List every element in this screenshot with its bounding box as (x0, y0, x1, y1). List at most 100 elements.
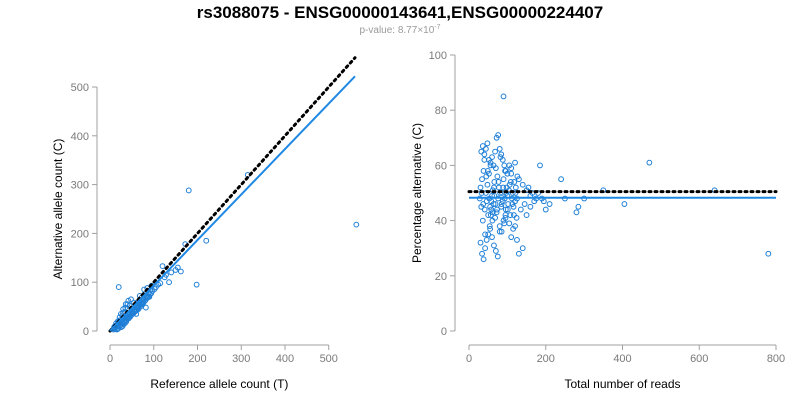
data-point (481, 151, 488, 158)
x-tick-label: 300 (232, 353, 250, 365)
data-point (487, 225, 494, 232)
pvalue-base: 10 (423, 25, 435, 36)
data-point (765, 250, 772, 257)
data-point (489, 234, 495, 241)
data-point (519, 181, 526, 188)
data-point (168, 269, 175, 276)
y-tick-label: 400 (71, 131, 89, 143)
y-tick-label: 200 (71, 228, 89, 240)
data-point (496, 223, 503, 230)
y-tick-label: 0 (441, 326, 447, 338)
x-axis-label: Reference allele count (T) (150, 377, 288, 391)
data-point (512, 184, 519, 191)
data-point (502, 214, 509, 221)
data-point (546, 201, 553, 207)
data-point (203, 237, 210, 244)
y-tick-label: 300 (71, 180, 89, 192)
data-point (646, 159, 653, 166)
data-point (124, 301, 131, 308)
data-point (542, 206, 549, 213)
y-tick-label: 100 (429, 50, 447, 62)
data-point (511, 179, 518, 185)
x-tick-label: 600 (690, 353, 708, 365)
data-point (498, 203, 505, 210)
data-point (499, 156, 506, 163)
data-point (482, 145, 489, 152)
data-point (479, 217, 486, 224)
data-point (506, 181, 513, 188)
data-point (159, 263, 166, 269)
data-point (540, 198, 547, 205)
data-point (502, 212, 509, 218)
y-tick-label: 20 (435, 271, 447, 283)
data-point (502, 206, 509, 213)
data-point (509, 201, 516, 207)
data-point (489, 154, 495, 161)
data-point (482, 231, 489, 238)
data-point (485, 231, 492, 238)
data-point (484, 168, 491, 174)
data-point (489, 217, 496, 224)
data-point (142, 304, 149, 311)
data-point (496, 228, 503, 235)
data-point (490, 162, 497, 169)
data-point (621, 201, 628, 207)
data-point (508, 234, 515, 241)
data-point (492, 248, 499, 254)
data-point (519, 245, 526, 252)
y-axis-label: Alternative allele count (C) (51, 139, 65, 280)
data-point (494, 173, 501, 180)
data-point (480, 168, 487, 174)
data-point (500, 184, 507, 191)
y-axis-label: Percentage alternative (C) (410, 123, 424, 263)
data-point (487, 203, 494, 210)
data-point (482, 245, 489, 252)
data-point (500, 93, 507, 100)
data-point (505, 201, 512, 207)
reference-line (108, 56, 357, 333)
scatter-plot-right: 0 200 400 600 800 0 20 40 60 80 100 Total number of… (410, 50, 785, 391)
x-tick-label: 400 (276, 353, 294, 365)
data-point (517, 206, 524, 213)
y-tick-label: 80 (435, 105, 447, 117)
data-point (480, 256, 487, 263)
data-point (115, 284, 122, 290)
data-point (527, 203, 534, 210)
pvalue-times: × (417, 25, 423, 36)
data-point (485, 212, 492, 218)
data-point (515, 250, 522, 257)
data-point (128, 296, 134, 303)
x-tick-label: 400 (613, 353, 631, 365)
x-tick-label: 0 (107, 353, 113, 365)
data-point (498, 151, 505, 158)
data-point (477, 239, 484, 246)
scatter-plot-left: 0 100 200 300 400 500 0 100 200 300 400 500 Referenc… (51, 56, 360, 391)
data-point (478, 148, 485, 155)
x-tick-label: 200 (537, 353, 555, 365)
pvalue-exponent: -7 (434, 24, 440, 31)
data-point (525, 184, 532, 191)
data-point (537, 162, 543, 169)
data-point (483, 173, 490, 180)
y-tick-label: 100 (71, 277, 89, 289)
data-point (510, 212, 517, 218)
data-point (508, 170, 515, 177)
data-point (477, 184, 484, 191)
x-tick-label: 100 (145, 353, 163, 365)
data-point (479, 143, 486, 149)
x-tick-label: 200 (188, 353, 206, 365)
data-point (515, 176, 522, 183)
fit-line (109, 75, 356, 332)
data-point (353, 221, 360, 228)
data-point (514, 237, 520, 243)
x-axis-label: Total number of reads (564, 377, 680, 391)
data-point (494, 206, 500, 213)
data-point (157, 280, 164, 287)
y-tick-label: 40 (435, 216, 447, 228)
data-point (484, 181, 491, 188)
data-point (484, 140, 491, 147)
data-point (193, 281, 200, 288)
data-point (575, 203, 582, 210)
data-point (506, 162, 513, 169)
